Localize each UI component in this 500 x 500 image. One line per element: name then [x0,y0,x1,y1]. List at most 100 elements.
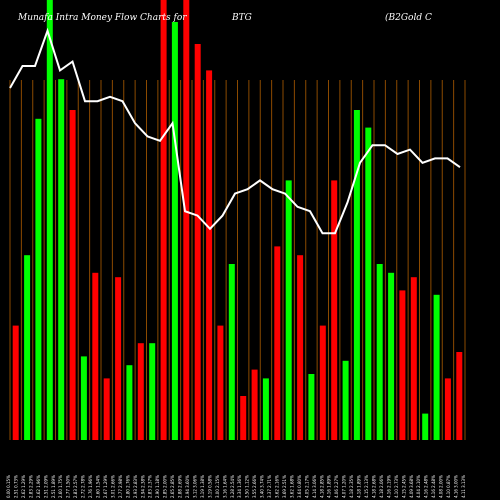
x-tick-label: 2.83 2.57% [73,475,78,498]
bar-34 [388,272,395,440]
x-tick-label: 2.94 3.60% [185,475,190,498]
x-tick-label: 4.15 2.45% [401,475,406,498]
x-tick-label: 2.65 2.85% [170,475,175,498]
bar-12 [137,343,144,440]
bar-18 [206,70,213,441]
bar-25 [285,180,292,440]
header-ticker: BTG [231,13,252,23]
x-tick-label: 4.18 2.06% [379,475,384,498]
bar-19 [217,325,224,440]
bar-10 [115,277,122,440]
bar-15 [171,22,178,440]
x-tick-label: 2.88 2.69% [178,475,183,498]
bar-32 [365,127,372,440]
x-tick-label: 2.77 2.98% [118,475,123,498]
bar-21 [240,396,247,440]
bar-9 [103,378,110,440]
x-tick-label: 4.18 1.89% [357,475,362,498]
x-tick-label: 3.37 2.71% [267,475,272,498]
x-tick-label: 4.16 2.19% [386,475,391,498]
x-tick-label: 4.16 2.48% [424,475,429,498]
x-tick-label: 3.01 2.66% [110,475,115,498]
x-tick-label: 3.34 1.36% [237,475,242,498]
bar-40 [456,352,463,440]
bar-29 [331,180,338,440]
x-tick-label: 2.51 1.89% [51,475,56,498]
x-tick-label: 2.90 1.18% [155,475,160,498]
bar-11 [126,365,133,440]
grid-lines [9,80,466,440]
x-tick-label: 3.12 3.06% [193,475,198,498]
bar-36 [410,277,417,440]
x-tick-label: 2.85 2.00% [163,475,168,498]
bar-4 [46,0,53,440]
x-tick-label: 4.11 3.13% [461,475,466,498]
x-tick-label: 4.15 2.13% [364,475,369,498]
bar-8 [92,272,99,440]
x-tick-label: 3.55 2.66% [252,475,257,498]
x-tick-label: 2.72 2.78% [81,475,86,498]
bar-37 [422,413,429,440]
bar-13 [149,343,156,440]
bar-33 [376,264,383,440]
bar-31 [353,110,360,440]
bar-35 [399,290,406,440]
x-tick-label: 2.60 1.54% [96,475,101,498]
bar-27 [308,374,315,440]
x-tick-label: 2.62 1.29% [21,475,26,498]
x-tick-label: 2.51 2.09% [43,475,48,498]
x-tick-label: 2.83 2.29% [28,475,33,498]
x-tick-label: 3.28 2.54% [230,475,235,498]
bar-16 [183,0,190,440]
x-tick-label: 2.77 1.50% [66,475,71,498]
x-tick-label: 3.62 2.16% [275,475,280,498]
x-tick-label: 3.19 0.58% [207,475,212,498]
x-tick-label: 4.16 1.89% [327,475,332,498]
bar-2 [24,255,31,440]
bar-14 [160,0,167,440]
x-tick-label: 4.16 3.00% [454,475,459,498]
x-tick-label: 4.18 2.85% [319,475,324,498]
x-tick-label: 0.00 0.15% [6,475,11,498]
x-tick-label: 4.07 1.20% [342,475,347,498]
x-tick-label: 3.64 0.80% [297,475,302,498]
x-tick-label: 3.62 1.68% [289,475,294,498]
header-company: (B2Gold C [385,12,432,23]
x-tick-label: 2.83 2.37% [148,475,153,498]
bar-28 [319,325,326,440]
bar-series [12,0,463,441]
bar-6 [69,110,76,440]
bar-26 [297,255,304,440]
x-tick-label: 4.10 2.73% [394,475,399,498]
bar-20 [228,264,235,440]
x-tick-label: 2.62 1.96% [36,475,41,498]
x-tick-label: 3.50 1.12% [245,475,250,498]
x-tick-label: 4.06 2.27% [334,475,339,498]
x-tick-label: 2.51 0.73% [14,475,19,498]
bar-23 [262,378,269,440]
x-tick-label: 3.00 2.15% [215,475,220,498]
x-tick-label: 4.18 2.35% [349,475,354,498]
x-tick-label: 4.04 2.10% [416,475,421,498]
x-tick-label: 3.16 1.64% [222,475,227,498]
x-tick-label: 4.05 2.17% [304,475,309,498]
bar-38 [433,294,440,440]
bar-1 [12,325,19,440]
x-tick-labels: 0.00 0.15% 2.51 0.73% 2.62 1.29% 2.83 2.29%… [6,475,466,498]
x-tick-label: 4.08 2.00% [439,475,444,498]
x-tick-label: 3.40 3.74% [260,475,265,498]
bar-5 [58,79,65,440]
x-tick-label: 3.69 2.51% [282,475,287,498]
x-tick-label: 4.14 3.06% [312,475,317,498]
bar-39 [444,378,451,440]
line-series [9,27,461,235]
bar-3 [35,118,42,441]
x-tick-label: 2.93 2.83% [133,475,138,498]
x-tick-label: 4.10 0.87% [446,475,451,498]
x-tick-label: 4.18 2.68% [372,475,377,498]
x-tick-label: 2.94 2.38% [140,475,145,498]
bar-17 [194,44,201,440]
x-tick-label: 2.80 2.76% [125,475,130,498]
